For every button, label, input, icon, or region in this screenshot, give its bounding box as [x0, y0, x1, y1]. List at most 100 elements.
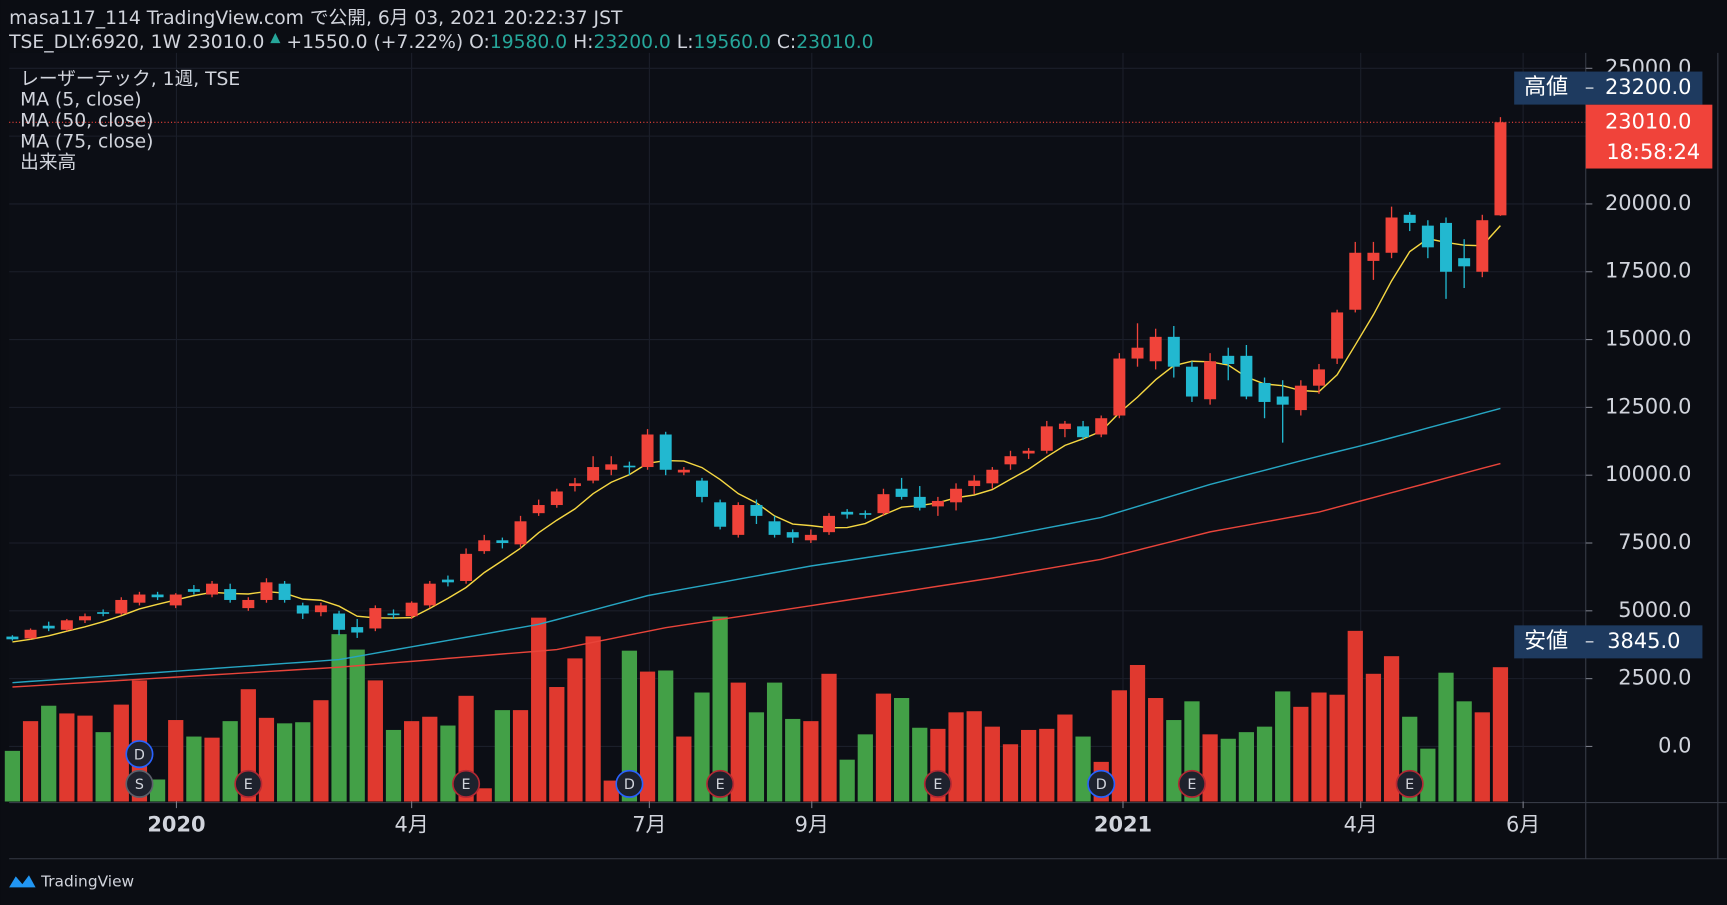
candle-body — [333, 613, 346, 630]
candle-body — [895, 488, 908, 497]
volume-bar — [440, 725, 456, 802]
volume-bar — [893, 698, 910, 802]
candle-body — [278, 583, 291, 600]
volume-bar — [821, 673, 837, 802]
candle-body — [1276, 396, 1289, 405]
candle-body — [151, 594, 164, 598]
volume-bar — [1220, 738, 1236, 802]
volume-bar — [41, 705, 57, 802]
volume-bar — [113, 704, 129, 802]
volume-bar — [276, 723, 293, 802]
candle-body — [877, 494, 890, 514]
candle-body — [786, 532, 799, 538]
volume-bar — [1111, 690, 1127, 802]
event-label: E — [462, 777, 471, 793]
candle-body — [1077, 426, 1090, 438]
candle-body — [423, 583, 436, 606]
candle-body — [242, 599, 255, 609]
candle-body — [1149, 336, 1162, 362]
x-tick-label: 2021 — [1094, 813, 1152, 837]
candle-body — [1458, 258, 1471, 267]
legend-entry: MA (50, close) — [20, 111, 153, 132]
o-value: 19580.0 — [490, 31, 567, 52]
volume-bar — [712, 616, 728, 802]
volume-bar — [676, 736, 692, 802]
volume-bar — [966, 711, 982, 802]
candle-body — [605, 464, 618, 470]
volume-bar — [1021, 729, 1037, 802]
candle-body — [931, 500, 944, 507]
event-label: D — [134, 747, 145, 763]
logo: TradingView — [9, 872, 134, 890]
candle-body — [641, 434, 654, 468]
logo-icon — [9, 875, 36, 888]
volume-bar — [658, 670, 674, 802]
volume-bar — [1166, 720, 1182, 802]
high-name: 高値 — [1524, 75, 1568, 100]
y-tick-label: 12500.0 — [1605, 394, 1691, 418]
volume-bar — [730, 682, 746, 802]
candle-body — [1440, 222, 1452, 272]
chart-title: レーザーテック, 1週, TSE — [20, 69, 240, 90]
legend-entry: MA (5, close) — [20, 90, 141, 111]
candle-body — [387, 613, 400, 616]
volume-bar — [1148, 698, 1164, 802]
last-price: 23010.0 — [1605, 109, 1691, 133]
event-marker — [125, 769, 154, 798]
volume-bar — [875, 693, 892, 802]
volume-bar — [1238, 732, 1255, 802]
candle-body — [169, 594, 182, 606]
candle-body — [1476, 220, 1489, 272]
l-label: L: — [677, 31, 694, 52]
x-tick-label: 7月 — [632, 813, 666, 837]
volume-bar — [1311, 692, 1327, 802]
candle-body — [1240, 355, 1253, 397]
volume-bar — [1365, 673, 1382, 802]
candle-body — [1204, 361, 1217, 400]
h-value: 23200.0 — [594, 31, 671, 52]
event-marker — [125, 740, 154, 769]
volume-bar — [567, 658, 583, 802]
high-value: 23200.0 — [1605, 75, 1691, 99]
volume-bar — [385, 729, 402, 802]
x-tick-label: 4月 — [1344, 813, 1378, 837]
arrow: ▲ — [270, 30, 281, 45]
volume-bar — [95, 732, 111, 802]
candle-body — [1294, 385, 1307, 411]
candle-body — [405, 602, 418, 617]
candle-body — [1131, 347, 1144, 359]
y-tick-label: 2500.0 — [1618, 666, 1691, 690]
c-label: C: — [777, 31, 796, 52]
candle-body — [1040, 426, 1053, 451]
candle-body — [351, 627, 364, 633]
candle-body — [97, 612, 110, 614]
volume-bar — [1275, 691, 1291, 802]
candle-body — [6, 636, 19, 640]
volume-bar — [149, 779, 166, 802]
candle-body — [823, 515, 836, 533]
y-tick-label: 7500.0 — [1618, 530, 1691, 554]
volume-bar — [512, 710, 529, 802]
volume-bar — [531, 617, 547, 802]
change: +1550.0 (+7.22%) — [286, 31, 463, 52]
candle-body — [24, 629, 37, 639]
y-tick-label: 17500.0 — [1605, 259, 1691, 283]
candle-body — [913, 496, 926, 508]
volume-bar — [77, 715, 93, 802]
volume-bar — [748, 712, 765, 802]
volume-bar — [785, 718, 801, 802]
volume-bar — [1039, 728, 1055, 802]
candle-body — [841, 511, 854, 515]
event-marker — [706, 769, 735, 798]
volume-bar — [168, 720, 184, 802]
candle-body — [1004, 456, 1017, 465]
candle-body — [1258, 382, 1271, 402]
volume-bar — [1075, 736, 1091, 802]
candle-body — [1421, 225, 1434, 248]
y-tick-label: 10000.0 — [1605, 462, 1691, 486]
h-label: H: — [573, 31, 593, 52]
candle-body — [1331, 312, 1344, 359]
candle-body — [659, 434, 672, 470]
volume-bar — [1492, 667, 1509, 802]
candle-body — [1022, 450, 1035, 454]
